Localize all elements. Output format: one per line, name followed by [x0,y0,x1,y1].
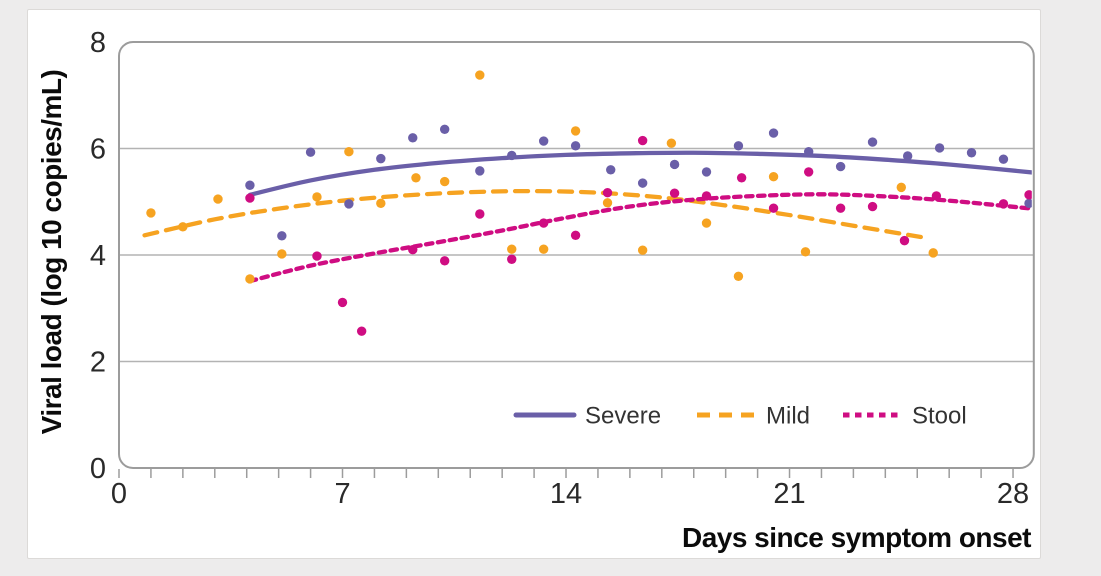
dot-severe [245,180,255,190]
dot-severe [867,137,878,147]
dot-mild [800,247,811,257]
dot-mild [928,248,938,258]
dot-severe [768,128,779,138]
dot-mild [475,70,485,80]
dot-mild [602,198,613,208]
dot-mild [312,192,322,202]
dot-severe [637,178,648,188]
dot-severe [277,231,287,241]
dot-stool [538,218,549,228]
dot-mild [896,182,906,193]
dot-mild [733,271,744,281]
dot-severe [606,165,616,175]
dot-mild [637,245,648,255]
legend-label-stool: Stool [912,403,967,430]
legend-label-severe: Severe [585,403,661,430]
dot-severe [835,161,846,172]
dot-stool [803,167,814,177]
dot-severe [439,124,450,135]
trend-line-severe [247,150,1032,197]
dot-stool [867,201,878,212]
dot-mild [178,222,188,232]
dot-mild [245,274,255,284]
dot-stool [408,244,418,255]
x-tick-label-28: 28 [997,478,1029,510]
dot-stool [570,230,581,240]
dot-mild [666,138,677,148]
y-tick-label-0: 0 [90,453,106,485]
dot-mild [701,218,712,228]
dot-stool [1024,190,1032,200]
dot-mild [344,146,354,157]
plot-frame [118,41,1035,469]
dot-stool [931,191,942,201]
x-tick-label-14: 14 [550,478,582,510]
dot-severe [998,154,1009,164]
legend-label-mild: Mild [766,403,810,430]
legend-item-severe: Severe [513,403,661,430]
dot-severe [701,167,712,177]
series-layer [142,70,1032,336]
legend-item-stool: Stool [843,403,967,430]
dot-severe [803,146,814,157]
dot-mild [507,244,517,254]
dot-severe [376,153,386,164]
x-axis-title: Days since symptom onset [681,522,1032,553]
dot-severe [1024,198,1032,209]
dot-stool [768,203,779,213]
dot-severe [305,147,316,157]
dot-severe [934,143,945,153]
dot-severe [475,166,485,176]
dot-severe [902,151,913,161]
y-tick-label-8: 8 [90,27,106,59]
dot-severe [669,159,680,170]
dot-stool [701,191,712,201]
dot-mild [570,126,581,136]
dot-stool [475,209,485,219]
dot-severe [507,150,517,161]
x-tick-label-21: 21 [773,478,805,510]
dot-stool [835,203,846,213]
dot-mild [538,244,549,254]
dot-stool [899,235,910,246]
dot-severe [538,136,549,146]
dot-stool [736,173,747,183]
x-tick-label-7: 7 [334,478,350,510]
y-axis-title: Viral load (log 10 copies/mL) [36,69,67,435]
dot-mild [277,249,287,259]
dot-stool [245,193,255,203]
dot-stool [439,256,450,266]
dot-severe [570,141,581,151]
dot-mild [213,194,223,204]
dot-stool [998,199,1009,209]
dot-stool [602,187,613,198]
dot-stool [356,326,367,336]
trend-line-mild [142,188,926,240]
dot-mild [376,198,386,209]
y-tick-label-2: 2 [90,347,106,379]
dot-mild [439,176,450,187]
trend-line-stool [247,192,1032,284]
dot-stool [637,135,648,146]
dot-severe [733,141,744,151]
dot-stool [669,188,680,198]
y-tick-label-4: 4 [90,240,106,272]
dot-severe [408,133,418,143]
dot-stool [507,254,517,264]
dot-stool [337,297,348,308]
legend-item-mild: Mild [697,403,810,430]
dot-mild [146,208,156,218]
x-tick-label-0: 0 [111,478,127,510]
dot-stool [312,251,322,261]
dot-severe [344,199,354,209]
dot-severe [966,148,977,158]
dot-mild [411,173,421,183]
y-tick-label-6: 6 [90,134,106,166]
dot-mild [768,172,779,182]
